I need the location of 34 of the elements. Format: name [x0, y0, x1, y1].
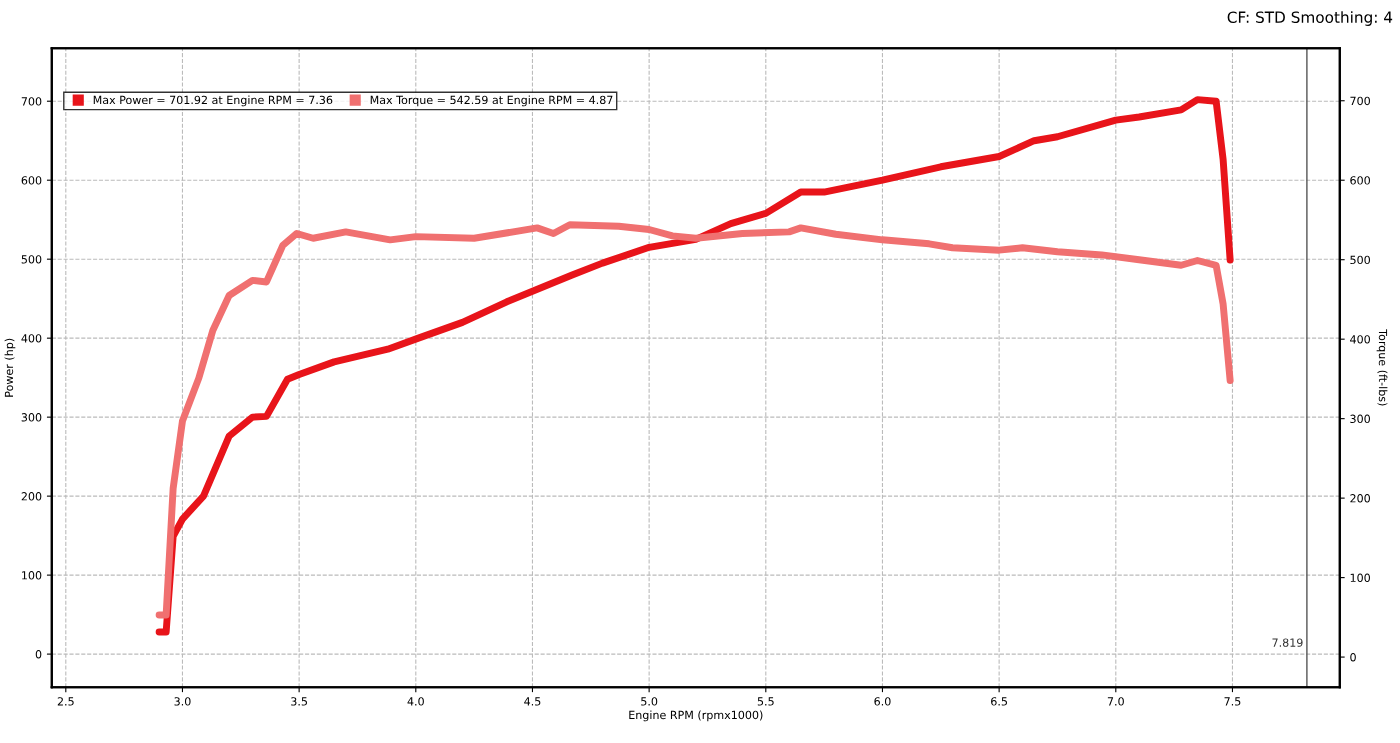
y-tick-label: 300 [21, 413, 42, 422]
y-tick-label: 0 [35, 650, 42, 659]
x-tick-label: 7.5 [1224, 697, 1241, 706]
y2-tick-label: 0 [1350, 653, 1356, 662]
x-tick-label: 5.5 [757, 697, 774, 706]
x-tick-label: 5.0 [641, 697, 658, 706]
y-tick-label: 600 [21, 176, 42, 185]
x-tick-label: 4.5 [524, 697, 541, 706]
y-axis-title: Power (hp) [4, 338, 16, 397]
y2-tick-label: 300 [1350, 414, 1370, 424]
x-tick-label: 4.0 [407, 697, 424, 706]
x-tick-label: 3.5 [291, 697, 307, 706]
x-axis-title: Engine RPM (rpmx1000) [629, 710, 763, 722]
y-tick-label: 200 [21, 492, 42, 501]
y2-tick-label: 400 [1350, 335, 1370, 344]
x-tick-label: 2.5 [57, 697, 74, 706]
x-tick-label: 7.0 [1107, 697, 1124, 706]
text: CF: STD Smoothing: 4 [1227, 11, 1393, 26]
y-tick-label: 100 [22, 571, 42, 580]
legend-label: Max Torque = 542.59 at Engine RPM = 4.87 [370, 95, 613, 107]
y-tick-label: 500 [21, 255, 42, 264]
y2-tick-label: 100 [1350, 573, 1370, 582]
y2-tick-label: 600 [1350, 176, 1370, 185]
y2-tick-label: 200 [1350, 494, 1370, 503]
x-tick-label: 3.0 [174, 697, 191, 706]
y2-tick-label: 700 [1350, 96, 1370, 106]
y-tick-label: 400 [21, 334, 42, 343]
y-tick-label: 700 [21, 97, 42, 106]
x-tick-label: 6.0 [874, 697, 891, 706]
legend-label: Max Power = 701.92 at Engine RPM = 7.36 [93, 95, 333, 107]
y2-axis-title: Torque (ft-lbs) [1376, 329, 1388, 406]
y2-tick-label: 500 [1350, 255, 1370, 265]
x-tick-label: 6.5 [991, 697, 1007, 706]
ref-line-label: 7.819 [1272, 638, 1303, 647]
